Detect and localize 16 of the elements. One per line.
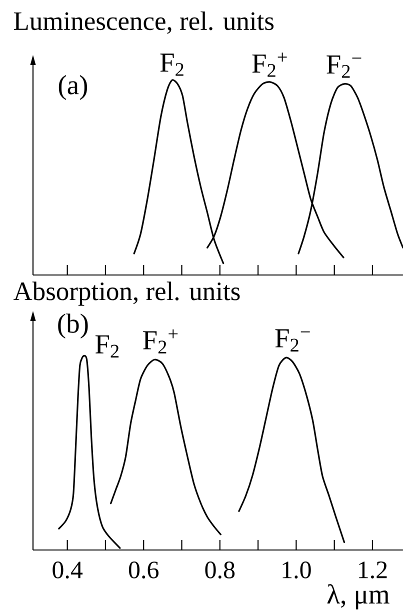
text: (b) — [58, 314, 88, 338]
x-tick-label: 1.2 — [359, 562, 387, 578]
annotation: (a) — [58, 75, 88, 100]
series-label: F$_{2}$ — [95, 335, 119, 358]
x-tick-label: 1.0 — [282, 562, 311, 579]
x-tick-label: 0.6 — [128, 562, 158, 579]
series-label: F$_{2}$− — [326, 56, 362, 78]
series-label: F$_{2}$+ — [252, 52, 287, 77]
series-label: F$_{2}$ — [160, 54, 184, 76]
x-tick-label: 0.4 — [52, 562, 83, 579]
x-axis-title: λ, μm — [327, 584, 390, 610]
x-tick-label: 0.8 — [205, 562, 235, 579]
series-label: F$_{2}$+ — [143, 329, 178, 354]
series-label: F$_{2}$− — [275, 329, 310, 352]
y-axis-title: Absorption, rel. units — [13, 282, 240, 306]
y-axis-title: Luminescence, rel. units — [14, 11, 274, 34]
